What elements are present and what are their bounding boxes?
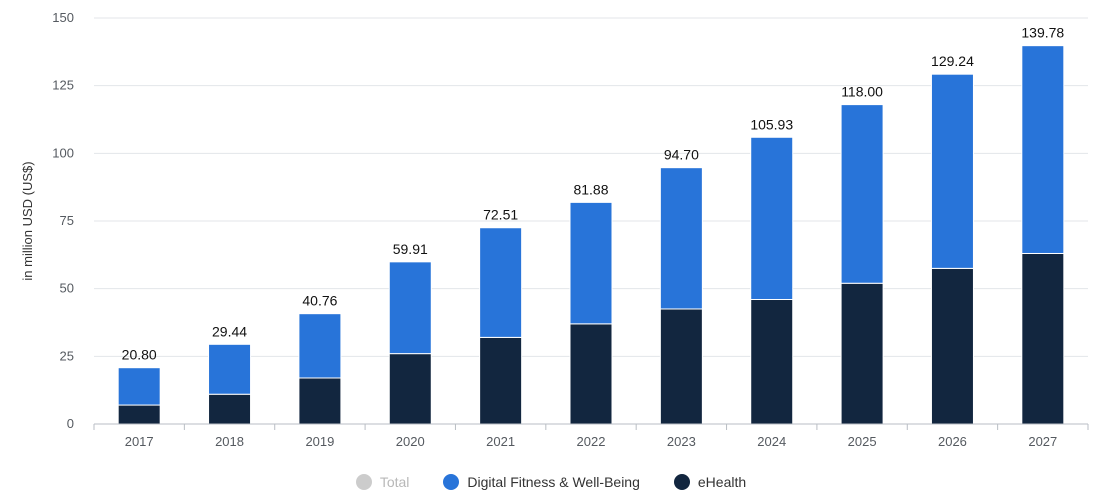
bar-ehealth: [930, 267, 974, 425]
bar-ehealth: [479, 336, 523, 425]
total-data-label: 29.44: [212, 323, 247, 339]
legend-item-ehealth[interactable]: eHealth: [673, 474, 747, 490]
legend-label: Total: [379, 474, 410, 490]
total-data-label: 59.91: [393, 241, 428, 257]
x-tick-label: 2025: [848, 434, 877, 449]
legend-label: Digital Fitness & Well-Being: [467, 474, 640, 490]
x-tick-label: 2023: [667, 434, 696, 449]
legend-label: eHealth: [697, 474, 747, 490]
y-tick-label: 75: [60, 213, 74, 228]
total-data-label: 94.70: [664, 147, 699, 163]
x-tick-label: 2027: [1028, 434, 1057, 449]
bar-ehealth: [750, 298, 794, 425]
data-labels: 20.80 29.44 40.76 59.91 72.51 81.88 94.70 105.9…: [122, 25, 1065, 363]
bar-ehealth: [569, 323, 613, 425]
bar-digital-fitness-well-being: [208, 343, 252, 395]
bar-digital-fitness-well-being: [840, 104, 884, 284]
total-data-label: 81.88: [573, 181, 608, 197]
y-tick-label: 25: [60, 348, 74, 363]
y-tick-label: 100: [52, 145, 74, 160]
x-tick-label: 2020: [396, 434, 425, 449]
total-data-label: 118.00: [841, 84, 883, 100]
bar-ehealth: [208, 393, 252, 425]
legend: Total Digital Fitness & Well-Being eHealth: [0, 474, 1102, 490]
bar-ehealth: [388, 353, 432, 425]
bar-digital-fitness-well-being: [298, 313, 342, 379]
x-tick-label: 2019: [305, 434, 334, 449]
y-tick-label: 150: [52, 10, 74, 25]
total-data-label: 139.78: [1021, 25, 1064, 41]
bar-digital-fitness-well-being: [388, 261, 432, 355]
bar-digital-fitness-well-being: [930, 73, 974, 269]
total-data-label: 105.93: [750, 116, 793, 132]
total-data-label: 40.76: [302, 293, 337, 309]
x-tick-label: 2018: [215, 434, 244, 449]
bar-digital-fitness-well-being: [569, 201, 613, 325]
x-tick-label: 2017: [125, 434, 154, 449]
bar-ehealth: [840, 282, 884, 425]
bar-ehealth: [298, 377, 342, 425]
legend-marker: [443, 474, 460, 490]
stacked-bar-chart: 20.80 29.44 40.76 59.91 72.51 81.88 94.70 105.9…: [20, 10, 1089, 449]
bar-digital-fitness-well-being: [479, 227, 523, 338]
y-tick-label: 125: [52, 78, 74, 93]
bar-digital-fitness-well-being: [1021, 45, 1065, 254]
total-data-label: 72.51: [483, 207, 518, 223]
bars: [117, 45, 1065, 425]
total-data-label: 20.80: [122, 347, 157, 363]
axes: 0 25 50 75 100 125 150 2017 2018 2019 2020 2021 2022…: [52, 10, 1089, 449]
x-tick-label: 2026: [938, 434, 967, 449]
x-tick-label: 2021: [486, 434, 515, 449]
legend-item-total[interactable]: Total: [355, 474, 410, 490]
bar-digital-fitness-well-being: [750, 136, 794, 300]
legend-marker: [673, 474, 690, 490]
bar-digital-fitness-well-being: [117, 367, 161, 406]
x-tick-label: 2022: [577, 434, 606, 449]
total-data-label: 129.24: [931, 53, 974, 69]
bar-ehealth: [659, 308, 703, 425]
bar-ehealth: [1021, 252, 1065, 425]
x-tick-label: 2024: [757, 434, 786, 449]
bar-digital-fitness-well-being: [659, 167, 703, 310]
y-axis-label: in million USD (US$): [20, 161, 35, 280]
y-tick-label: 50: [60, 281, 74, 296]
bar-ehealth: [117, 404, 161, 425]
legend-item-digital-fitness-well-being[interactable]: Digital Fitness & Well-Being: [443, 474, 640, 490]
y-tick-label: 0: [67, 416, 74, 431]
legend-marker: [355, 474, 372, 490]
